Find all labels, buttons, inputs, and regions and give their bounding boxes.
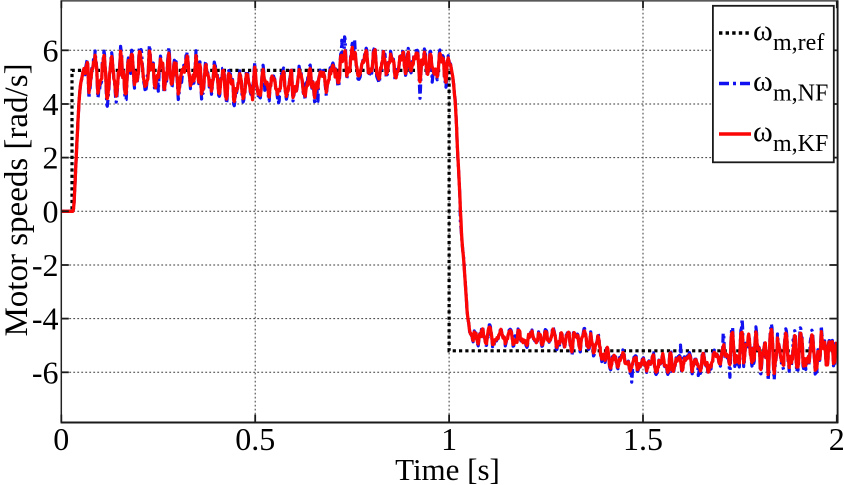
svg-text:-2: -2 [32,247,59,283]
svg-text:m,NF: m,NF [773,81,828,107]
svg-text:Time [s]: Time [s] [395,452,500,485]
svg-text:1.5: 1.5 [623,421,663,457]
svg-text:0.5: 0.5 [235,421,275,457]
svg-text:ω: ω [753,14,773,47]
svg-text:6: 6 [43,32,59,68]
svg-text:m,ref: m,ref [773,30,824,56]
svg-text:0: 0 [53,421,69,457]
svg-text:ω: ω [753,65,773,98]
svg-text:-4: -4 [32,301,59,337]
svg-text:m,KF: m,KF [773,131,828,157]
svg-text:2: 2 [829,421,844,457]
svg-text:1: 1 [441,421,457,457]
svg-text:ω: ω [753,115,773,148]
svg-text:0: 0 [43,193,59,229]
svg-text:2: 2 [43,140,59,176]
svg-text:Motor speeds [rad/s]: Motor speeds [rad/s] [0,63,35,336]
svg-text:4: 4 [43,86,59,122]
svg-text:-6: -6 [32,354,59,390]
